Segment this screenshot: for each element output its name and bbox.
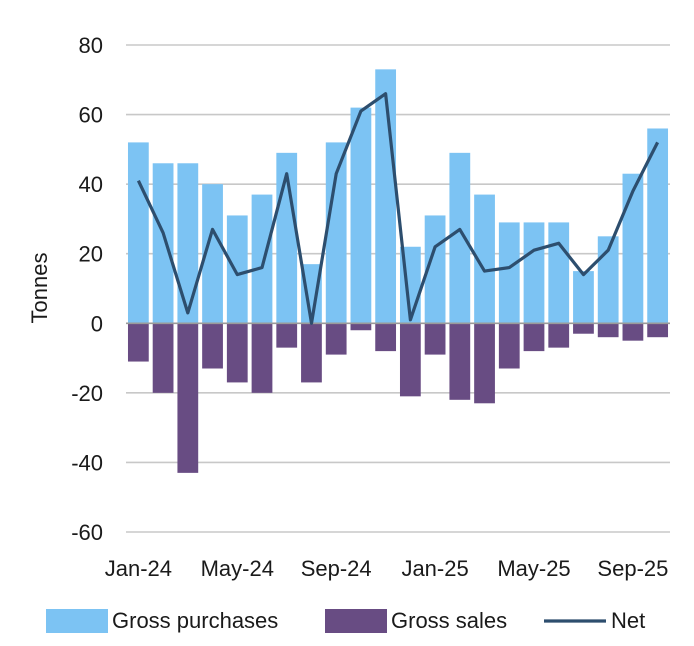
gross-purchases-bar: [498, 222, 520, 324]
gross-purchases-bar: [127, 142, 149, 324]
net-line: [136, 92, 660, 325]
y-tick-label: -40: [71, 450, 103, 475]
y-tick-label: 20: [79, 242, 103, 267]
legend-label-gross-purchases: Gross purchases: [112, 608, 278, 633]
x-tick-label: Jan-24: [105, 556, 172, 581]
y-tick-label: 60: [79, 103, 103, 128]
x-tick-label: Jan-25: [401, 556, 468, 581]
y-tick-label: -20: [71, 381, 103, 406]
legend-label-net: Net: [611, 608, 645, 633]
y-tick-label: -60: [71, 520, 103, 545]
gross-purchases-bar: [325, 142, 347, 324]
gross-sales-bar: [449, 323, 471, 400]
gross-sales-bar: [424, 323, 446, 355]
x-axis-ticks: Jan-24 May-24 Sep-24 Jan-25 May-25 Sep-25: [105, 556, 669, 581]
gross-purchases-bar: [523, 222, 545, 324]
gross-purchases-bar: [622, 173, 644, 324]
gross-sales-bar: [127, 323, 149, 362]
gross-sales-bar: [202, 323, 223, 369]
gross-sales-bar: [622, 323, 644, 341]
gross-sales-bar: [548, 323, 570, 348]
y-tick-label: 0: [91, 311, 103, 336]
legend-label-gross-sales: Gross sales: [391, 608, 507, 633]
gross-sales-bar: [474, 323, 495, 404]
gross-sales-bar: [375, 323, 397, 352]
net-line-group: [136, 92, 660, 325]
gross-sales-bar: [523, 323, 545, 352]
y-tick-label: 80: [79, 33, 103, 58]
gross-sales-bar: [226, 323, 248, 383]
gross-purchases-bar: [597, 236, 619, 324]
gross-sales-bar: [597, 323, 619, 338]
gross-purchases-bar: [474, 194, 495, 324]
gross-purchases-bar: [449, 152, 471, 324]
gross-purchases-bar: [177, 163, 199, 324]
legend-swatch-gross-sales: [325, 609, 387, 633]
legend-swatch-gross-purchases: [46, 609, 108, 633]
gross-sales-bar: [251, 323, 273, 393]
legend: Gross purchases Gross sales Net: [46, 608, 645, 633]
gross-purchases-bar: [548, 222, 570, 324]
y-axis-label: Tonnes: [27, 253, 52, 324]
x-tick-label: Sep-25: [597, 556, 668, 581]
x-tick-label: May-24: [201, 556, 274, 581]
gross-sales-bar: [325, 323, 347, 355]
gross-purchases-bar: [573, 271, 594, 324]
gross-purchases-bar: [251, 194, 273, 324]
gross-purchases-bar: [202, 184, 223, 324]
gross-purchases-bar: [350, 107, 372, 324]
gross-sales-bar: [301, 323, 322, 383]
gross-sales-bar: [350, 323, 372, 331]
gross-sales-bar: [152, 323, 174, 393]
gross-sales-bar: [399, 323, 421, 397]
y-tick-label: 40: [79, 172, 103, 197]
x-tick-label: May-25: [497, 556, 570, 581]
gross-sales-bar: [276, 323, 298, 348]
x-tick-label: Sep-24: [301, 556, 372, 581]
gross-purchases-bar: [152, 163, 174, 324]
gross-sales-bar: [177, 323, 199, 473]
gross-sales-bar: [498, 323, 520, 369]
y-axis-ticks: 80 60 40 20 0 -20 -40 -60: [71, 33, 103, 545]
gross-sales-bar: [573, 323, 594, 334]
gross-sales-bar: [647, 323, 669, 338]
gross-purchases-bar: [647, 128, 669, 324]
gross-purchases-bar: [226, 215, 248, 324]
gross-purchases-bar: [301, 264, 322, 324]
